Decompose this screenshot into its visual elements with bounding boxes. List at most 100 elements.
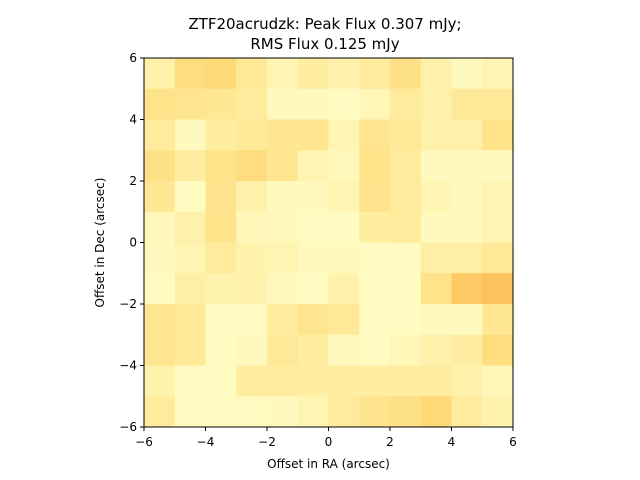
heatmap-cell	[359, 273, 391, 305]
heatmap-cell	[482, 119, 514, 151]
x-tick-label: −2	[258, 435, 276, 449]
heatmap-cell	[144, 396, 176, 428]
heatmap-cell	[482, 365, 514, 397]
heatmap-cell	[205, 396, 237, 428]
y-axis-label: Offset in Dec (arcsec)	[93, 178, 107, 308]
heatmap-cell	[420, 242, 452, 274]
heatmap-cell	[420, 150, 452, 182]
heatmap-cell	[174, 181, 206, 213]
heatmap-cell	[205, 88, 237, 120]
heatmap-cell	[451, 334, 483, 366]
heatmap-cell	[420, 304, 452, 336]
y-tick-label: 0	[129, 236, 137, 250]
heatmap-cell	[144, 119, 176, 151]
heatmap-cell	[297, 211, 329, 243]
heatmap-cell	[205, 304, 237, 336]
heatmap-cell	[328, 242, 360, 274]
heatmap-cell	[205, 242, 237, 274]
y-tick-label: −2	[119, 297, 137, 311]
heatmap-cell	[144, 273, 176, 305]
heatmap-cell	[420, 365, 452, 397]
y-axis-ticks: −6 −4 −2 0 2 4 6	[119, 51, 144, 434]
heatmap-cell	[482, 334, 514, 366]
heatmap-cell	[451, 273, 483, 305]
heatmap-cell	[297, 88, 329, 120]
x-tick-label: 4	[448, 435, 456, 449]
heatmap-cell	[328, 396, 360, 428]
heatmap-cell	[267, 181, 299, 213]
heatmap-cell	[297, 58, 329, 90]
heatmap-cell	[482, 58, 514, 90]
heatmap-cell	[420, 396, 452, 428]
heatmap-cell	[482, 181, 514, 213]
heatmap-cell	[144, 334, 176, 366]
heatmap-cell	[267, 273, 299, 305]
heatmap-cell	[390, 396, 422, 428]
heatmap-cell	[451, 211, 483, 243]
heatmap-cell	[390, 181, 422, 213]
heatmap-cell	[236, 242, 268, 274]
heatmap-cell	[205, 211, 237, 243]
heatmap-cell	[390, 150, 422, 182]
heatmap-cell	[267, 242, 299, 274]
heatmap-cell	[359, 181, 391, 213]
y-tick-label: 6	[129, 51, 137, 65]
heatmap-cell	[359, 150, 391, 182]
chart-title-line1: ZTF20acrudzk: Peak Flux 0.307 mJy;	[188, 15, 461, 33]
x-axis-label: Offset in RA (arcsec)	[267, 457, 390, 471]
heatmap-cell	[297, 334, 329, 366]
heatmap-cell	[236, 304, 268, 336]
heatmap-cell	[482, 211, 514, 243]
heatmap-cell	[359, 242, 391, 274]
heatmap-cell	[482, 396, 514, 428]
heatmap-cell	[174, 365, 206, 397]
heatmap-cell	[390, 211, 422, 243]
heatmap-cell	[359, 304, 391, 336]
heatmap-cell	[174, 150, 206, 182]
heatmap-cell	[451, 304, 483, 336]
heatmap-cell	[359, 88, 391, 120]
heatmap-cell	[328, 150, 360, 182]
heatmap-cell	[328, 181, 360, 213]
x-tick-label: 6	[509, 435, 517, 449]
heatmap-cell	[297, 181, 329, 213]
heatmap-cell	[390, 242, 422, 274]
heatmap-cell	[328, 58, 360, 90]
heatmap-cell	[328, 88, 360, 120]
heatmap-cell	[174, 119, 206, 151]
heatmap-cell	[482, 150, 514, 182]
heatmap-cell	[297, 119, 329, 151]
heatmap-cell	[420, 334, 452, 366]
heatmap-cell	[359, 119, 391, 151]
heatmap-cell	[174, 273, 206, 305]
heatmap-cell	[205, 334, 237, 366]
heatmap-cell	[144, 58, 176, 90]
x-tick-label: 0	[325, 435, 333, 449]
heatmap-cell	[205, 119, 237, 151]
heatmap-cell	[144, 242, 176, 274]
heatmap-cell	[174, 58, 206, 90]
x-axis-ticks: −6 −4 −2 0 2 4 6	[135, 427, 517, 449]
heatmap-cell	[328, 365, 360, 397]
x-tick-label: −4	[197, 435, 215, 449]
heatmap-cell	[482, 304, 514, 336]
heatmap-cell	[297, 150, 329, 182]
heatmap-cell	[390, 58, 422, 90]
heatmap-cell	[359, 396, 391, 428]
heatmap-cell	[451, 58, 483, 90]
heatmap-cell	[328, 334, 360, 366]
heatmap-cell	[451, 181, 483, 213]
heatmap-cell	[390, 365, 422, 397]
heatmap-cell	[451, 119, 483, 151]
heatmap-cell	[236, 211, 268, 243]
heatmap-cell	[451, 396, 483, 428]
chart-title-line2: RMS Flux 0.125 mJy	[250, 35, 399, 53]
heatmap-cell	[420, 181, 452, 213]
heatmap-cell	[174, 304, 206, 336]
heatmap-cell	[328, 119, 360, 151]
heatmap-cell	[236, 119, 268, 151]
heatmap-cell	[236, 365, 268, 397]
heatmap-cell	[144, 365, 176, 397]
x-tick-label: −6	[135, 435, 153, 449]
heatmap-cell	[267, 365, 299, 397]
